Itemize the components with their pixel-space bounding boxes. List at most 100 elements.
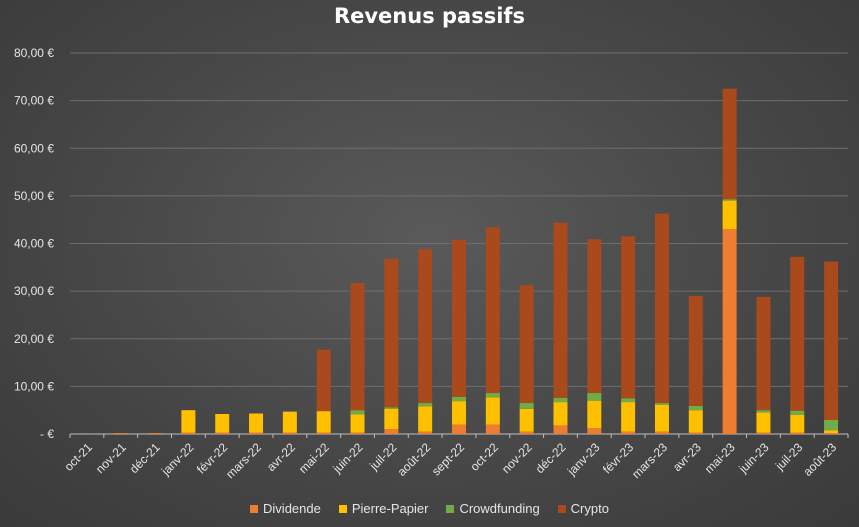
bar-crypto-mai-22 [316,349,331,412]
x-tick-label: janv-23 [564,440,603,479]
x-tick-label: août-22 [395,440,434,479]
x-tick-label: janv-22 [158,440,197,479]
bar-dividende-juil-22 [384,429,399,434]
bar-dividende-oct-22 [485,424,500,434]
bar-crowdfunding-juil-23 [790,410,805,415]
x-tick-label: mars-23 [629,440,670,481]
bar-crypto-juin-22 [350,283,365,411]
bar-pierre-papier-sept-22 [452,401,466,425]
bar-pierre-papier-févr-23 [621,402,636,432]
x-tick-label: déc-22 [533,440,569,476]
bar-crypto-janv-23 [587,239,602,394]
legend-swatch-crypto [557,504,566,513]
bar-dividende-févr-23 [621,431,636,434]
y-tick-label: 10,00 € [14,379,54,393]
bar-crypto-févr-23 [621,236,636,399]
legend-item-crypto: Crypto [557,501,609,516]
bar-crypto-août-23 [824,261,839,420]
bar-crowdfunding-avr-23 [688,405,703,411]
bar-crypto-juin-23 [756,296,771,411]
bar-dividende-juil-23 [790,432,805,434]
bar-dividende-mars-22 [249,432,264,434]
x-tick-label: mai-23 [702,440,738,476]
bar-crypto-avr-23 [688,295,703,406]
bar-pierre-papier-mars-23 [654,404,669,432]
bar-crowdfunding-juil-22 [384,407,399,409]
bar-pierre-papier-juin-22 [350,414,365,433]
bar-dividende-avr-22 [282,432,297,434]
bar-crypto-mai-23 [722,88,737,200]
bar-crypto-déc-22 [553,222,568,398]
legend-swatch-pierre-papier [338,504,347,513]
bar-pierre-papier-juil-23 [790,414,805,433]
chart-title: Revenus passifs [333,4,526,28]
x-tick-label: mars-22 [223,440,264,481]
x-tick-label: juin-23 [735,440,771,476]
y-tick-label: - € [40,427,54,441]
legend-label-pierre-papier: Pierre-Papier [351,501,429,516]
legend-label-dividende: Dividende [263,501,321,516]
bar-pierre-papier-août-23 [824,430,839,434]
bar-pierre-papier-juin-23 [756,412,771,433]
x-tick-label: avr-22 [264,440,298,474]
x-tick-label: oct-22 [467,440,501,474]
bar-crowdfunding-mars-23 [654,403,669,405]
legend-swatch-crowdfunding [446,504,455,513]
bar-pierre-papier-avr-22 [282,411,297,433]
bar-dividende-déc-21 [147,433,162,434]
bar-dividende-févr-22 [215,432,230,434]
bar-crypto-juil-23 [790,256,805,411]
bar-pierre-papier-janv-22 [181,410,196,433]
bar-crowdfunding-août-22 [418,403,433,407]
bar-pierre-papier-avr-23 [688,410,703,433]
x-tick-label: déc-21 [127,440,163,476]
legend-item-dividende: Dividende [250,501,321,516]
bar-pierre-papier-nov-22 [519,408,534,432]
x-tick-label: mai-22 [296,440,332,476]
bar-pierre-papier-févr-22 [215,413,230,433]
bar-dividende-juin-23 [756,432,771,434]
bar-crypto-août-22 [418,249,433,404]
bar-dividende-janv-22 [181,432,196,434]
bar-dividende-mars-23 [654,431,669,434]
y-tick-label: 80,00 € [14,46,54,60]
x-tick-label: juin-22 [330,440,366,476]
bar-dividende-août-22 [418,431,433,434]
legend-item-pierre-papier: Pierre-Papier [338,501,429,516]
x-tick-label: oct-21 [62,440,96,474]
bar-pierre-papier-mai-23 [722,200,737,230]
y-tick-label: 60,00 € [14,141,54,155]
bar-crowdfunding-juin-22 [350,410,365,415]
bar-dividende-sept-22 [452,424,466,434]
bar-dividende-août-23 [824,433,839,434]
bar-crypto-oct-22 [485,227,500,394]
legend-swatch-dividende [250,504,259,513]
bar-dividende-mai-22 [316,432,331,434]
y-tick-label: 70,00 € [14,94,54,108]
bar-crowdfunding-août-23 [824,419,839,431]
legend-item-crowdfunding: Crowdfunding [446,501,540,516]
bar-crypto-sept-22 [452,239,466,397]
bar-crowdfunding-juin-23 [756,410,771,413]
y-tick-label: 30,00 € [14,284,54,298]
bar-pierre-papier-mars-22 [249,413,264,433]
chart-legend: Dividende Pierre-Papier Crowdfunding Cry… [0,501,859,516]
bar-crowdfunding-nov-22 [519,403,534,409]
bar-dividende-mai-23 [722,229,737,434]
bar-crowdfunding-sept-22 [452,396,466,402]
bar-crypto-mars-23 [654,213,669,404]
legend-label-crowdfunding: Crowdfunding [459,501,540,516]
bar-dividende-déc-22 [553,425,568,434]
y-tick-label: 50,00 € [14,189,54,203]
y-tick-label: 20,00 € [14,332,54,346]
bar-crowdfunding-déc-22 [553,397,568,403]
bar-pierre-papier-janv-23 [587,400,602,429]
bar-pierre-papier-août-22 [418,406,433,432]
y-tick-label: 40,00 € [14,237,54,251]
bar-dividende-juin-22 [350,432,365,434]
bar-dividende-janv-23 [587,428,602,434]
bar-crowdfunding-oct-22 [485,393,500,398]
bar-crypto-juil-22 [384,258,399,408]
